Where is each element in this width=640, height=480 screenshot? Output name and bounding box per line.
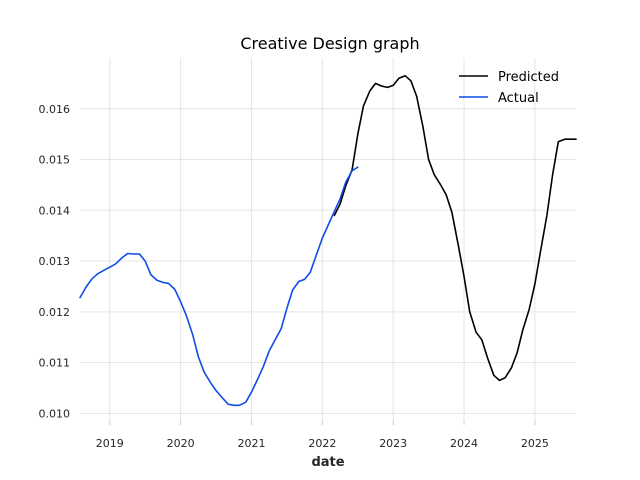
y-tick-label: 0.011 [39, 357, 71, 370]
axis-ticks: 2019 2020 2021 2022 2023 2024 2025 0.010 0.011 0.… [39, 103, 549, 450]
y-tick-label: 0.012 [39, 306, 71, 319]
x-tick-label: 2021 [237, 437, 265, 450]
series-line-predicted [333, 75, 577, 382]
y-tick-label: 0.010 [39, 407, 71, 420]
series-line-actual [79, 166, 359, 407]
legend-predicted-label: Predicted [498, 70, 559, 85]
grid [80, 58, 576, 421]
x-tick-label: 2024 [450, 437, 478, 450]
x-axis-label: date [311, 455, 344, 470]
x-tick-label: 2020 [167, 437, 195, 450]
x-tick-label: 2022 [308, 437, 336, 450]
y-tick-label: 0.015 [39, 154, 71, 167]
x-tick-label: 2019 [96, 437, 124, 450]
legend: Predicted Actual [459, 70, 559, 106]
series-lines [79, 75, 577, 407]
y-tick-label: 0.016 [39, 103, 71, 116]
y-tick-label: 0.014 [39, 204, 71, 217]
chart-title: Creative Design graph [240, 34, 419, 53]
legend-actual-label: Actual [498, 91, 539, 106]
x-tick-label: 2025 [521, 437, 549, 450]
y-tick-label: 0.013 [39, 255, 71, 268]
x-tick-label: 2023 [379, 437, 407, 450]
